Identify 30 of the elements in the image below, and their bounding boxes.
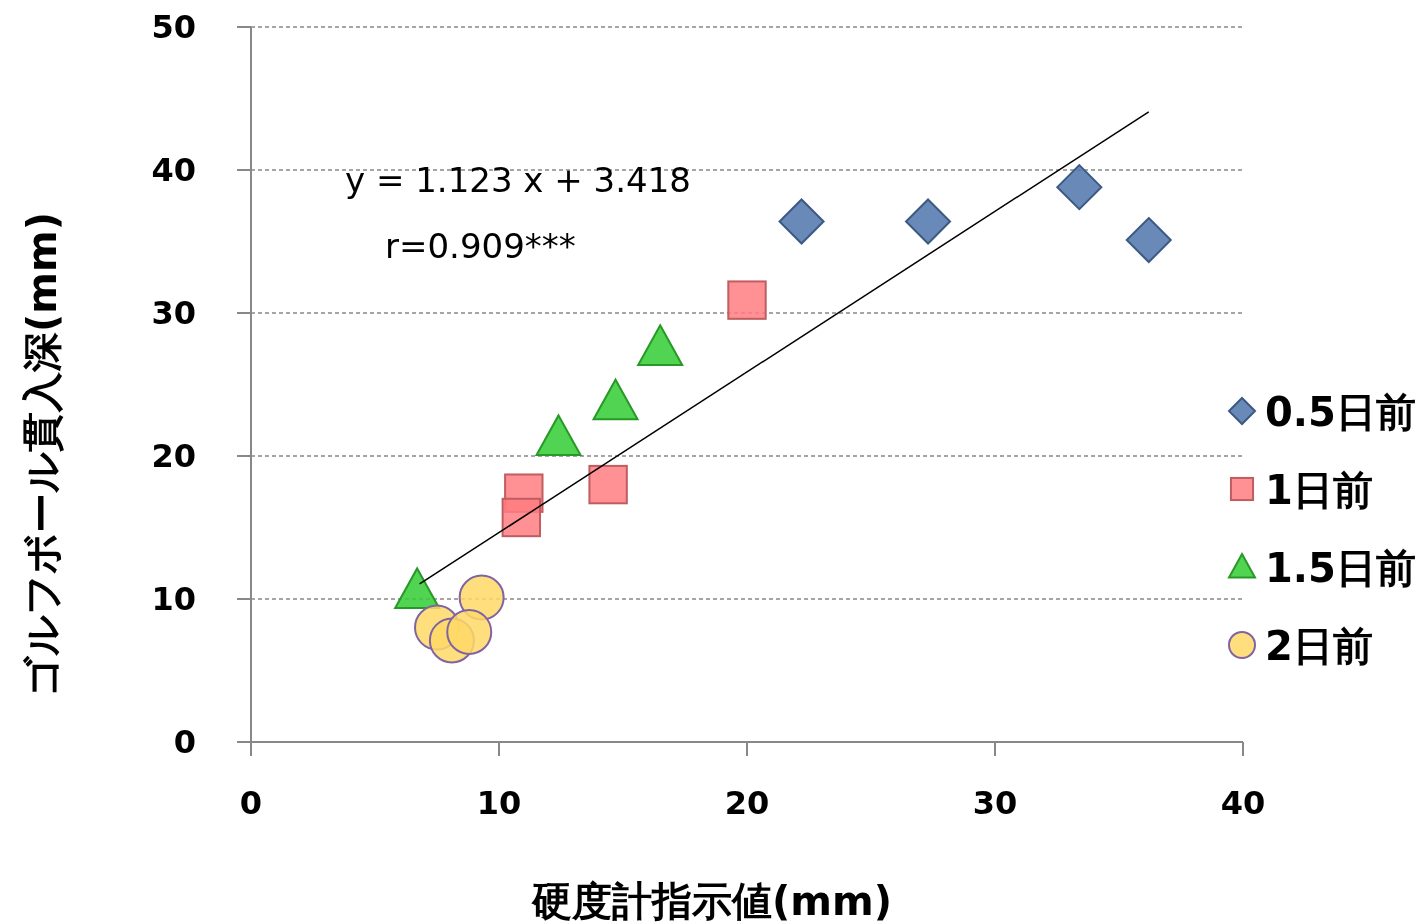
y-tick-label: 20	[151, 437, 196, 475]
point	[905, 198, 952, 245]
point	[778, 198, 825, 245]
y-tick-label: 40	[151, 151, 196, 189]
annotation: r=0.909***	[385, 226, 576, 266]
point	[501, 497, 542, 538]
legend-label: 0.5日前	[1265, 389, 1416, 435]
legend-label: 1日前	[1265, 467, 1373, 513]
x-tick-label: 10	[476, 784, 522, 822]
point	[535, 414, 582, 457]
point	[727, 280, 767, 320]
x-tick-label: 30	[972, 784, 1018, 822]
y-tick-label: 0	[173, 723, 196, 761]
point	[1125, 217, 1172, 264]
point	[394, 567, 441, 610]
y-tick-label: 30	[151, 294, 196, 332]
x-tick-label: 40	[1220, 784, 1266, 822]
point	[588, 464, 628, 505]
annotation: y = 1.123 x + 3.418	[345, 160, 691, 200]
x-tick-label: 0	[239, 784, 263, 822]
x-tick-label: 20	[724, 784, 770, 822]
y-axis-title: ゴルフボール貫入深(mm)	[19, 212, 65, 697]
legend-label: 2日前	[1265, 623, 1373, 669]
point	[1056, 164, 1103, 211]
x-axis-title: 硬度計指示値(mm)	[531, 878, 892, 924]
y-tick-label: 50	[151, 8, 196, 46]
point	[446, 608, 493, 655]
point	[592, 378, 639, 421]
legend-label: 1.5日前	[1265, 545, 1416, 591]
y-tick-label: 10	[151, 580, 196, 618]
